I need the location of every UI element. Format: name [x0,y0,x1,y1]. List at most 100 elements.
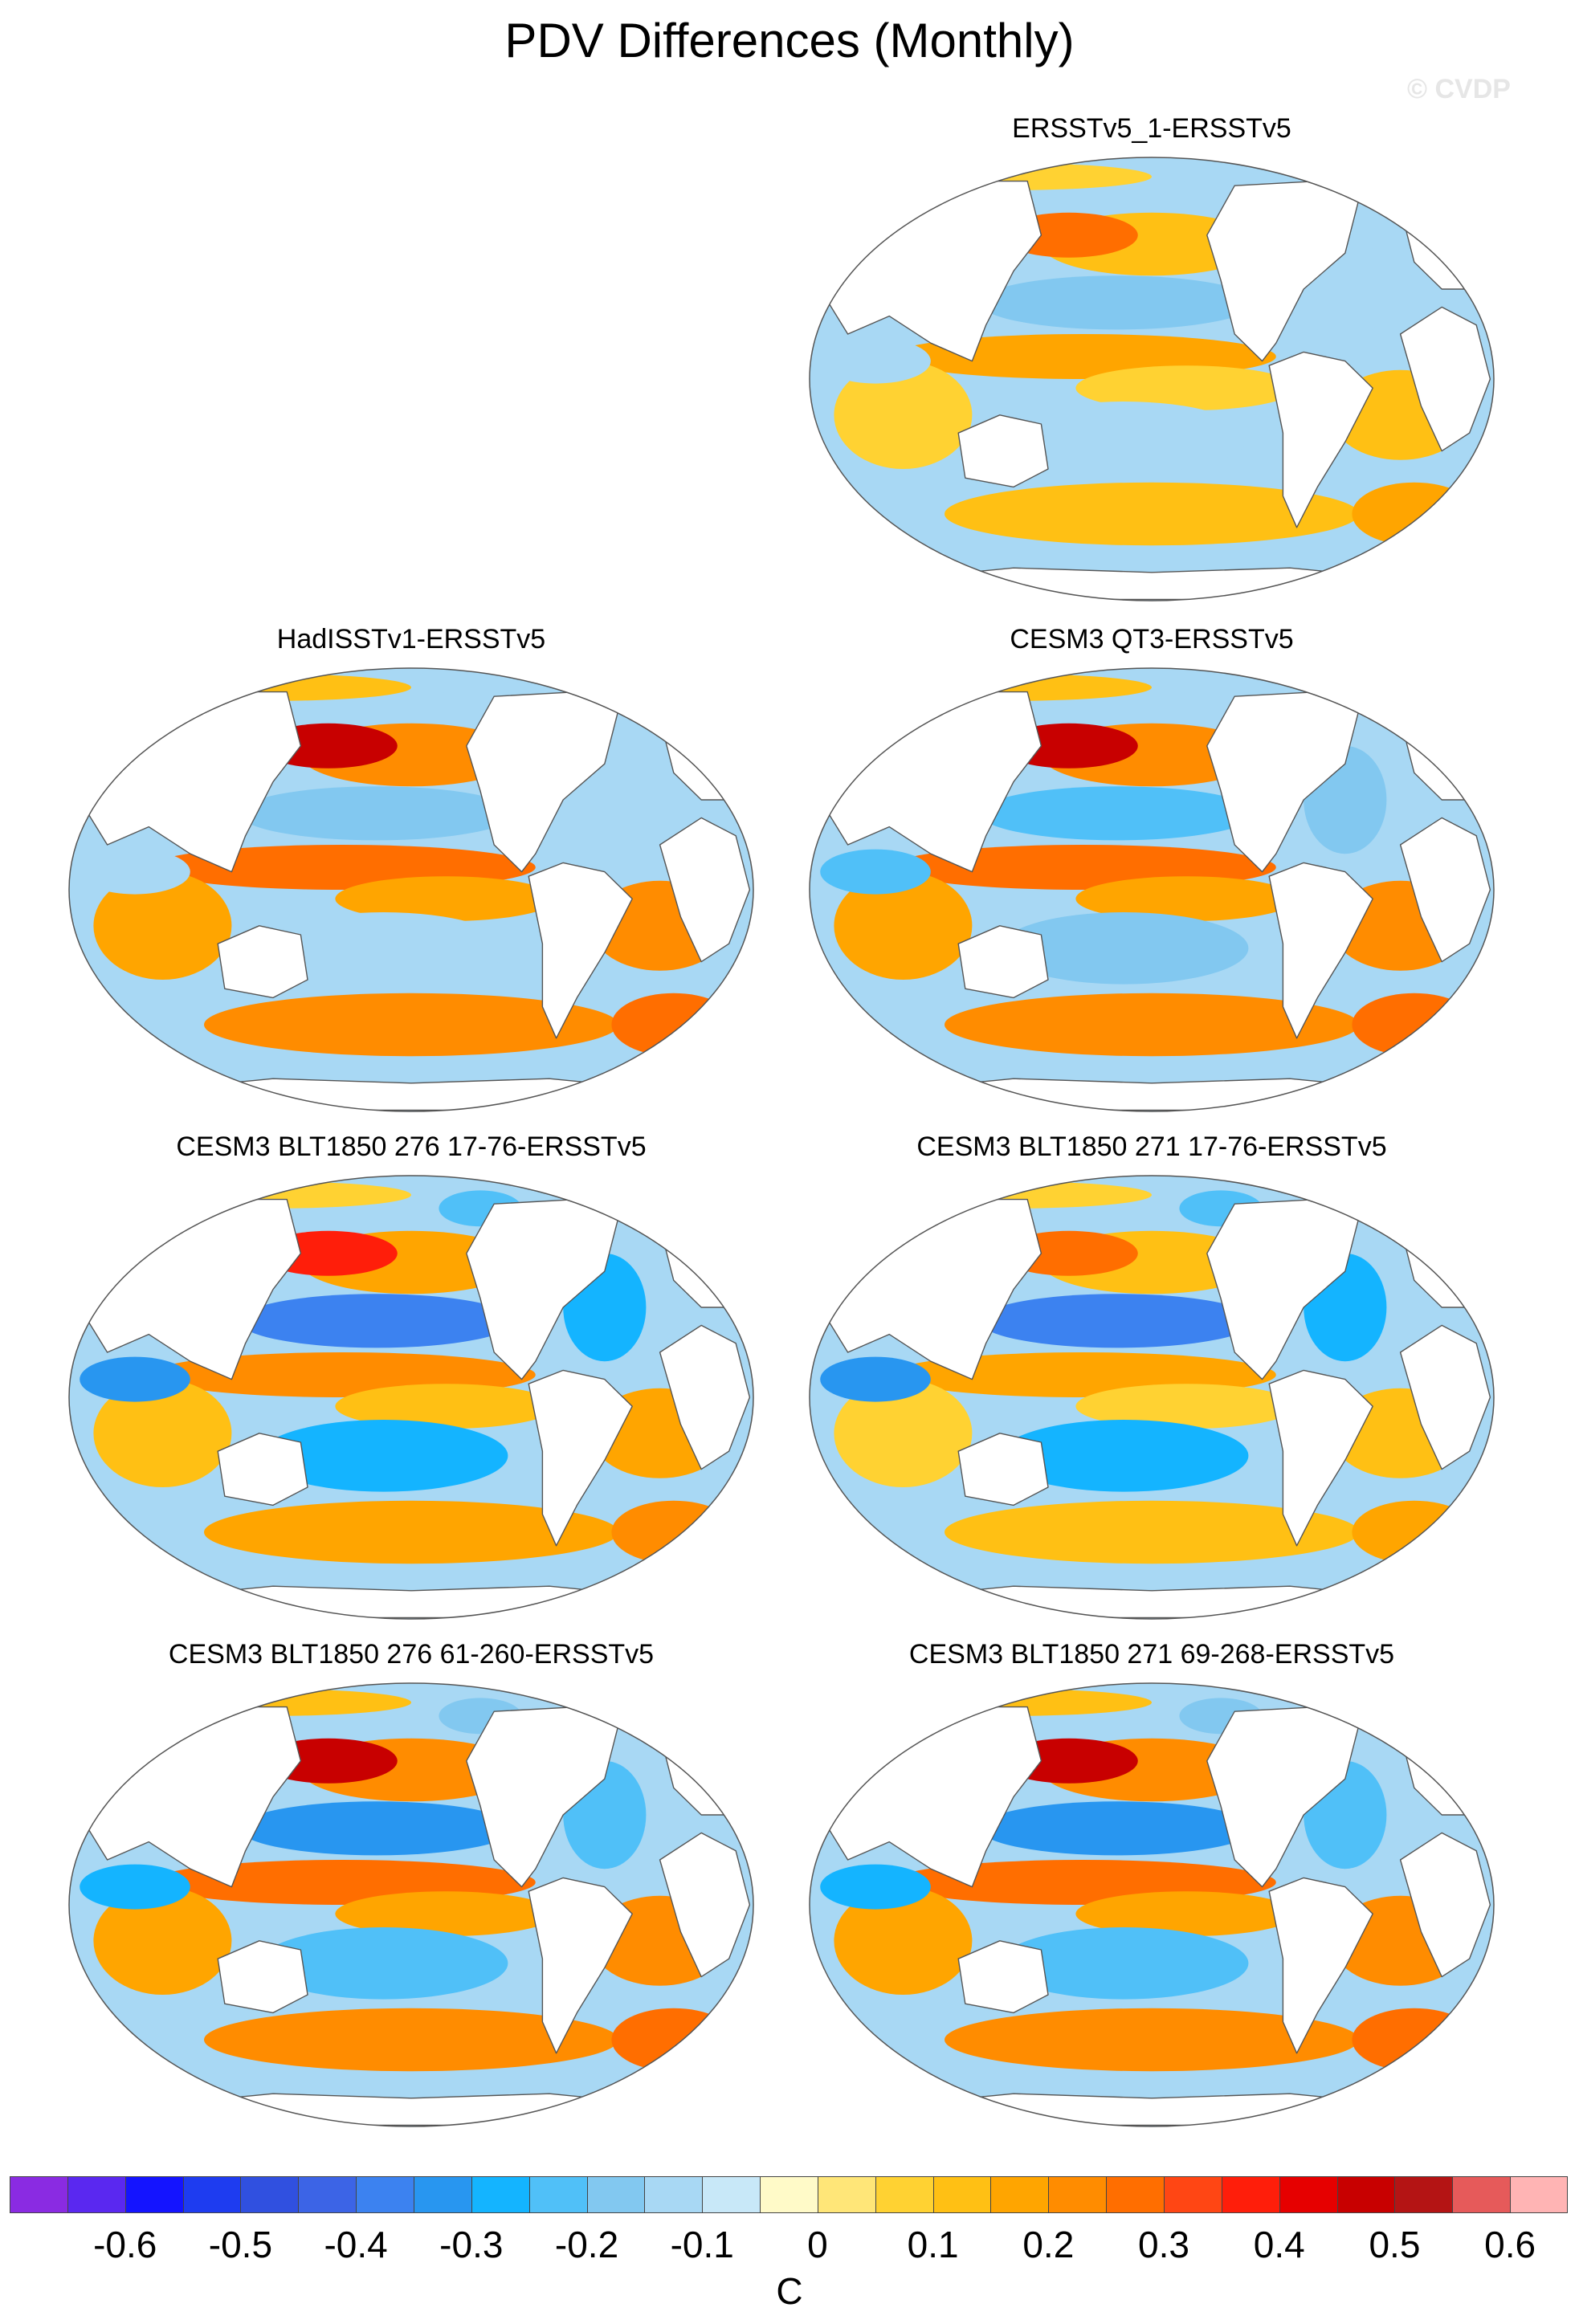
colorbar-tick-label: 0 [807,2224,828,2265]
map-boundary [68,667,754,1112]
sst-difference-map [809,1175,1495,1620]
colorbar-box [644,2176,703,2213]
landmass-antar [134,1078,688,1111]
anomaly-contour [834,1379,973,1487]
map-boundary [68,1682,754,2127]
anomaly-contour [834,1886,973,1995]
map-panel: ERSSTv5_1-ERSSTv5 [790,112,1513,626]
anomaly-contour [80,849,190,895]
colorbar-box [240,2176,299,2213]
panel-title: ERSSTv5_1-ERSSTv5 [1012,113,1291,144]
landmass-austr [217,925,308,999]
landmass-africa [659,817,751,963]
panel-title: HadISSTv1-ERSSTv5 [276,624,546,654]
anomaly-contour [93,871,232,980]
landmass-africa [1399,306,1491,452]
anomaly-contour [999,402,1249,474]
colorbar-tick-label: -0.1 [670,2224,734,2265]
anomaly-contour [945,993,1359,1057]
landmass-green [1330,673,1388,707]
map-boundary [68,1175,754,1620]
landmass-africa [659,1324,751,1470]
colorbar-box [760,2176,818,2213]
anomaly-contour [335,1891,557,1937]
anomaly-contour [945,482,1359,546]
landmass-green [1330,1688,1388,1722]
landmass-africa [1399,1324,1491,1470]
landmass-antar [134,1585,688,1619]
anomaly-contour [239,786,515,841]
colorbar-box [182,2176,241,2213]
anomaly-contour [1352,1500,1477,1564]
anomaly-contour [80,1356,190,1402]
colorbar-box [471,2176,529,2213]
anomaly-contour [834,871,973,980]
colorbar-box [1510,2176,1568,2213]
sst-difference-map [68,1682,754,2127]
anomaly-contour [93,1379,232,1487]
colorbar-tick-label: -0.2 [554,2224,619,2265]
colorbar-box [1452,2176,1511,2213]
map-boundary [809,1682,1495,2127]
landmass-green [1330,162,1388,196]
map-panel: CESM3 BLT1850 271 17-76-ERSSTv5 [790,1131,1513,1645]
landmass-africa [1399,1832,1491,1978]
landmass-austr [217,1433,308,1507]
sst-difference-map [68,667,754,1112]
landmass-samer [528,1877,633,2054]
colorbar-tick-label: 0.5 [1369,2224,1421,2265]
anomaly-contour [239,1801,515,1856]
anomaly-contour [80,1864,190,1910]
anomaly-contour [611,2008,736,2072]
colorbar-box [10,2176,67,2213]
anomaly-contour [611,993,736,1057]
landmass-green [1330,1180,1388,1214]
map-panel: CESM3 QT3-ERSSTv5 [790,623,1513,1137]
colorbar-tick-label: 0.2 [1022,2224,1075,2265]
landmass-antar [875,2093,1429,2126]
anomaly-contour [945,2008,1359,2072]
colorbar-box [817,2176,875,2213]
colorbar-box [124,2176,183,2213]
anomaly-contour [999,1927,1249,2000]
landmass-green [590,673,647,707]
landmass-austr [957,1433,1049,1507]
map-boundary [809,1175,1495,1620]
colorbar-box [1164,2176,1222,2213]
anomaly-contour [979,786,1255,841]
anomaly-contour [945,1500,1359,1564]
anomaly-contour [335,876,557,922]
landmass-samer [528,1369,633,1547]
colorbar-box [528,2176,587,2213]
landmass-antar [875,567,1429,601]
anomaly-contour [204,1500,618,1564]
panel-title: CESM3 BLT1850 276 61-260-ERSSTv5 [168,1639,655,1670]
landmass-antar [134,2093,688,2126]
anomaly-contour [204,993,618,1057]
colorbar [10,2176,1568,2213]
colorbar-unit: C [776,2270,803,2312]
anomaly-contour [259,1420,508,1492]
sst-difference-map [809,1682,1495,2127]
anomaly-contour [1075,876,1297,922]
landmass-samer [1268,862,1373,1039]
colorbar-tick-label: -0.6 [93,2224,157,2265]
anomaly-contour [979,1294,1255,1348]
sst-difference-map [809,157,1495,601]
colorbar-box [413,2176,471,2213]
landmass-austr [957,925,1049,999]
map-panel: CESM3 BLT1850 276 17-76-ERSSTv5 [50,1131,773,1645]
landmass-antar [875,1585,1429,1619]
landmass-samer [528,862,633,1039]
anomaly-contour [834,361,973,469]
map-boundary [809,667,1495,1112]
colorbar-tick-label: 0.1 [907,2224,959,2265]
anomaly-contour [820,849,931,895]
anomaly-contour [820,1864,931,1910]
colorbar-tick-label: 0.6 [1484,2224,1536,2265]
landmass-africa [659,1832,751,1978]
landmass-green [590,1688,647,1722]
colorbar-tick-label: 0.4 [1253,2224,1305,2265]
anomaly-contour [1075,365,1297,411]
colorbar-box [875,2176,933,2213]
